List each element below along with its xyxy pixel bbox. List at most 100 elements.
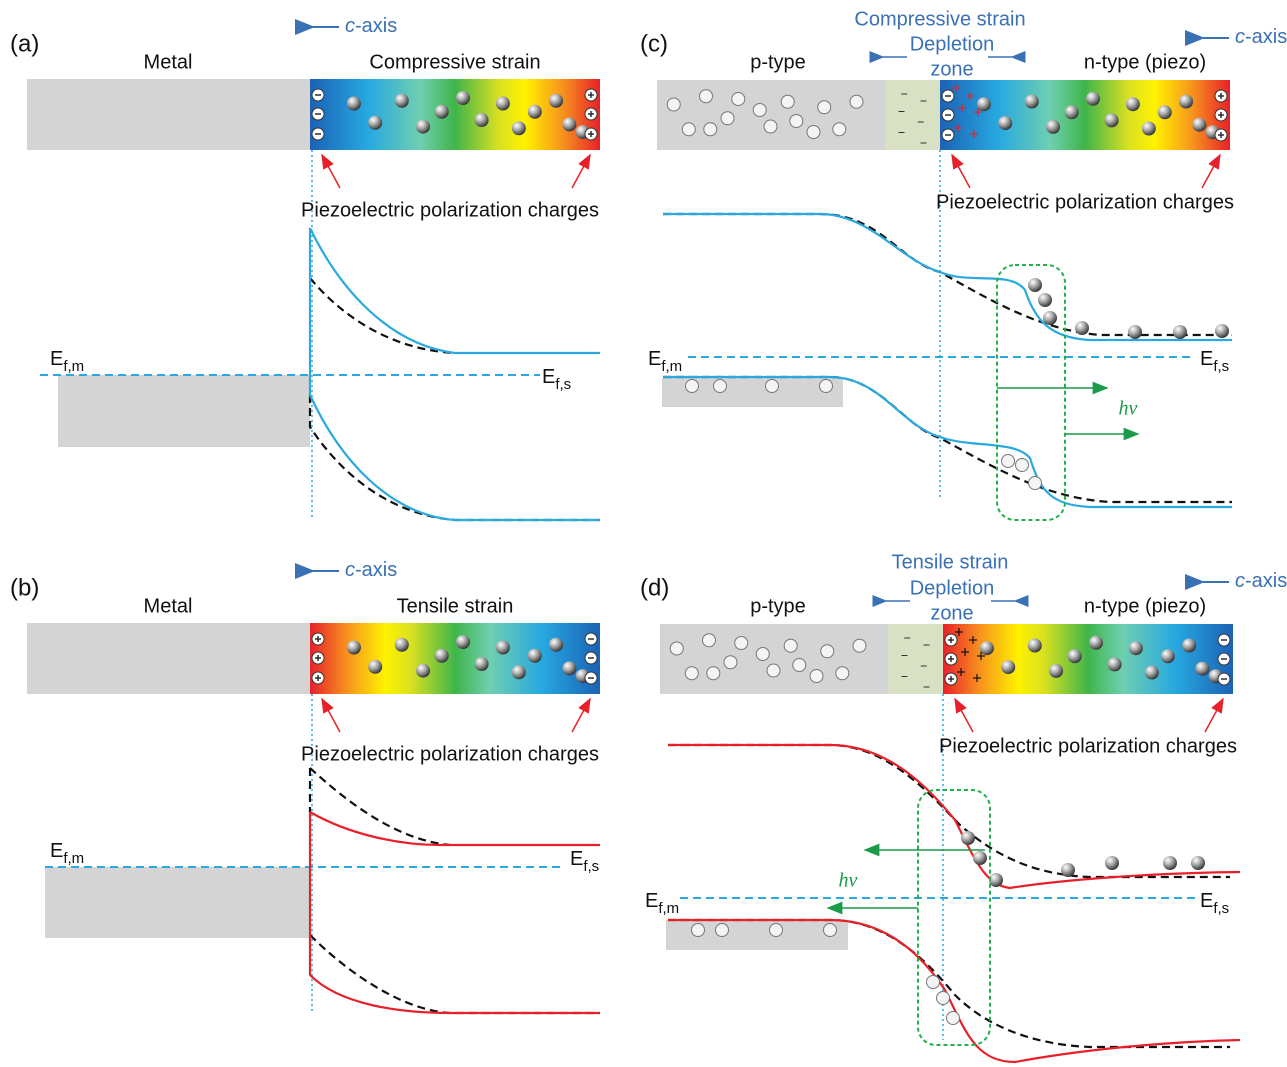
- electron: [347, 641, 361, 655]
- hole: [764, 120, 777, 133]
- axis-label: c-axis: [345, 15, 397, 37]
- electron: [1195, 662, 1209, 676]
- hole: [821, 645, 834, 658]
- hole: [793, 659, 806, 672]
- hole: [1029, 477, 1042, 490]
- electron: [1126, 97, 1140, 111]
- electron: [1173, 325, 1187, 339]
- electron: [1145, 666, 1159, 680]
- metal-band: [58, 375, 310, 447]
- hole: [707, 667, 720, 680]
- hole: [947, 1012, 960, 1025]
- caption: Piezoelectric polarization charges: [939, 735, 1237, 757]
- hole: [735, 637, 748, 650]
- hole: [836, 667, 849, 680]
- electron: [977, 97, 991, 111]
- electron: [528, 649, 542, 663]
- electron: [1089, 636, 1103, 650]
- fermi-subscript: f,m: [63, 358, 84, 375]
- electron: [989, 873, 1003, 887]
- pointer-arrow: [572, 699, 590, 732]
- electron: [456, 635, 470, 649]
- electron: [1182, 639, 1196, 653]
- piezo-crystal: [310, 79, 600, 150]
- caption: Piezoelectric polarization charges: [301, 743, 599, 765]
- electron: [1161, 649, 1175, 663]
- electron: [368, 660, 382, 674]
- depletion-label: zone: [930, 602, 973, 624]
- unstrained-band: [668, 745, 1230, 1047]
- fermi-symbol: E: [645, 890, 658, 912]
- axis-label: c-axis: [345, 559, 397, 581]
- pointer-arrow: [952, 155, 970, 188]
- piezo-crystal: [943, 624, 1233, 694]
- fermi-symbol: E: [50, 348, 63, 370]
- fermi-subscript: f,m: [658, 900, 679, 917]
- electron: [1028, 278, 1042, 292]
- electron: [1075, 321, 1089, 335]
- panel-label: (c): [640, 30, 668, 57]
- axis-label-italic: c: [345, 15, 355, 37]
- axis-label-rest: -axis: [355, 15, 397, 37]
- region-label: Compressive strain: [369, 51, 540, 73]
- fermi-label: Ef,s: [542, 366, 571, 393]
- fermi-subscript: f,s: [1213, 900, 1229, 917]
- metal: [27, 623, 310, 694]
- fermi-label: Ef,m: [645, 890, 679, 917]
- electron: [1128, 325, 1142, 339]
- hole: [700, 90, 713, 103]
- hole: [670, 642, 683, 655]
- hole: [784, 639, 797, 652]
- hole: [703, 634, 716, 647]
- hole: [927, 976, 940, 989]
- fermi-label: Ef,s: [1200, 890, 1229, 917]
- electron: [1129, 641, 1143, 655]
- caption: Piezoelectric polarization charges: [936, 191, 1234, 213]
- region-label: p-type: [750, 595, 806, 617]
- hole: [692, 924, 705, 937]
- electron: [1163, 856, 1177, 870]
- hole: [767, 664, 780, 677]
- electron: [1215, 324, 1229, 338]
- pointer-arrow: [572, 155, 590, 188]
- hole: [1016, 459, 1029, 472]
- electron: [395, 638, 409, 652]
- electron: [1025, 95, 1039, 109]
- electron: [456, 91, 470, 105]
- electron: [1038, 293, 1052, 307]
- fermi-symbol: E: [648, 348, 661, 370]
- unstrained-band: [310, 278, 600, 520]
- region-label: p-type: [750, 51, 806, 73]
- hole: [766, 380, 779, 393]
- fermi-symbol: E: [570, 848, 583, 870]
- hole: [1002, 455, 1015, 468]
- hole: [810, 670, 823, 683]
- metal: [27, 79, 310, 150]
- electron: [1065, 105, 1079, 119]
- pointer-arrow: [1202, 155, 1220, 188]
- hole: [833, 123, 846, 136]
- electron: [1043, 311, 1057, 325]
- pointer-arrow: [322, 155, 340, 188]
- depletion-region: [885, 80, 940, 150]
- axis-label-italic: c: [345, 559, 355, 581]
- electron: [1086, 92, 1100, 106]
- hole: [790, 115, 803, 128]
- fermi-symbol: E: [50, 840, 63, 862]
- strain-label: Compressive strain: [854, 8, 1025, 30]
- electron: [347, 97, 361, 111]
- electron: [475, 113, 489, 127]
- fermi-subscript: f,s: [555, 376, 571, 393]
- electron: [961, 831, 975, 845]
- fermi-label: Ef,m: [50, 348, 84, 375]
- electron: [562, 661, 576, 675]
- hole: [937, 992, 950, 1005]
- unstrained-band: [310, 768, 600, 1013]
- hole: [753, 104, 766, 117]
- strain-label: Tensile strain: [892, 551, 1009, 573]
- depletion-label: Depletion: [910, 33, 995, 55]
- strained-band: [310, 812, 600, 1013]
- electron: [1108, 657, 1122, 671]
- hole: [818, 101, 831, 114]
- hole: [682, 123, 695, 136]
